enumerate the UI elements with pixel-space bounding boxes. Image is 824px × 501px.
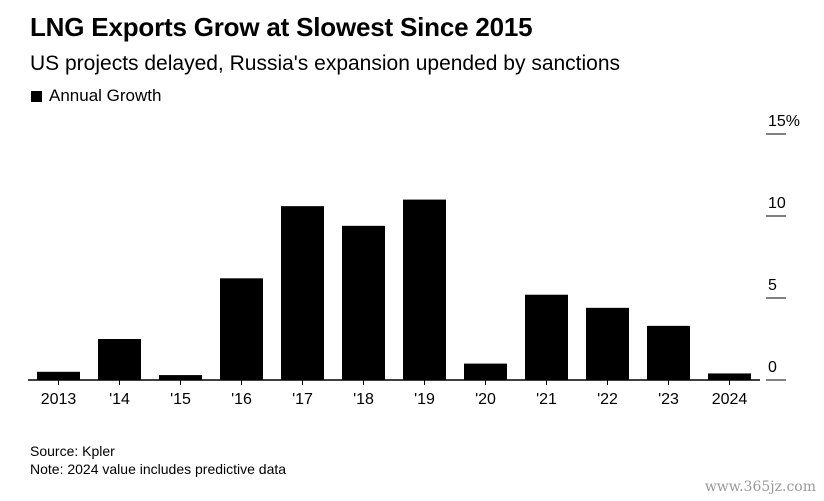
source-note: Source: Kpler (30, 443, 115, 459)
bar-1 (98, 339, 141, 380)
bar-9 (586, 307, 629, 380)
x-tick-label: '16 (231, 391, 252, 408)
x-tick-label: '14 (109, 391, 130, 408)
y-tick-label: 10 (768, 195, 786, 212)
bar-8 (525, 294, 568, 380)
bar-5 (342, 225, 385, 380)
chart-subtitle: US projects delayed, Russia's expansion … (30, 52, 621, 75)
bar-4 (281, 206, 324, 380)
y-tick-label: 5 (768, 277, 777, 294)
bar-6 (403, 199, 446, 380)
chart-title: LNG Exports Grow at Slowest Since 2015 (30, 12, 533, 42)
x-tick-label: '19 (414, 391, 435, 408)
y-tick-label: 0 (768, 359, 777, 376)
bar-chart: 0 5 10 15% 2013 '14 '15 '16 '17 '18 '19 '20 '21 '22 '2… (28, 113, 800, 408)
bar-3 (220, 278, 263, 380)
watermark: www.365jz.com (704, 479, 816, 495)
bar-10 (647, 325, 690, 380)
bar-11 (708, 373, 751, 380)
footnote: Note: 2024 value includes predictive dat… (30, 461, 287, 477)
legend-swatch (31, 90, 42, 102)
x-tick-label: '21 (536, 391, 557, 408)
x-tick-label: '23 (658, 391, 679, 408)
x-tick-label: '18 (353, 391, 374, 408)
bar-7 (464, 363, 507, 380)
x-tick-label: '15 (170, 391, 191, 408)
bar-0 (37, 371, 80, 380)
x-tick-label: '22 (597, 391, 618, 408)
bar-2 (159, 375, 202, 380)
x-tick-label: '20 (475, 391, 496, 408)
x-tick-label: 2013 (41, 391, 77, 408)
legend-label: Annual Growth (49, 86, 162, 105)
x-tick-label: 2024 (712, 391, 748, 408)
y-tick-label: 15% (768, 113, 800, 130)
legend: Annual Growth (31, 86, 161, 106)
x-tick-label: '17 (292, 391, 313, 408)
